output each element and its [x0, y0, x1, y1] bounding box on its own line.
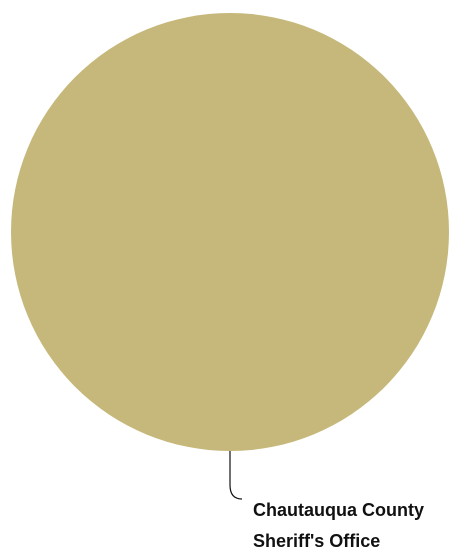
slice-label-line-2: Sheriff's Office	[253, 531, 380, 550]
slice-label-line-1: Chautauqua County	[253, 500, 424, 520]
slice-label: Chautauqua County Sheriff's Office	[253, 500, 429, 550]
pie-slice	[11, 13, 449, 451]
pie-slices	[11, 13, 449, 451]
leader-line	[229, 451, 243, 500]
